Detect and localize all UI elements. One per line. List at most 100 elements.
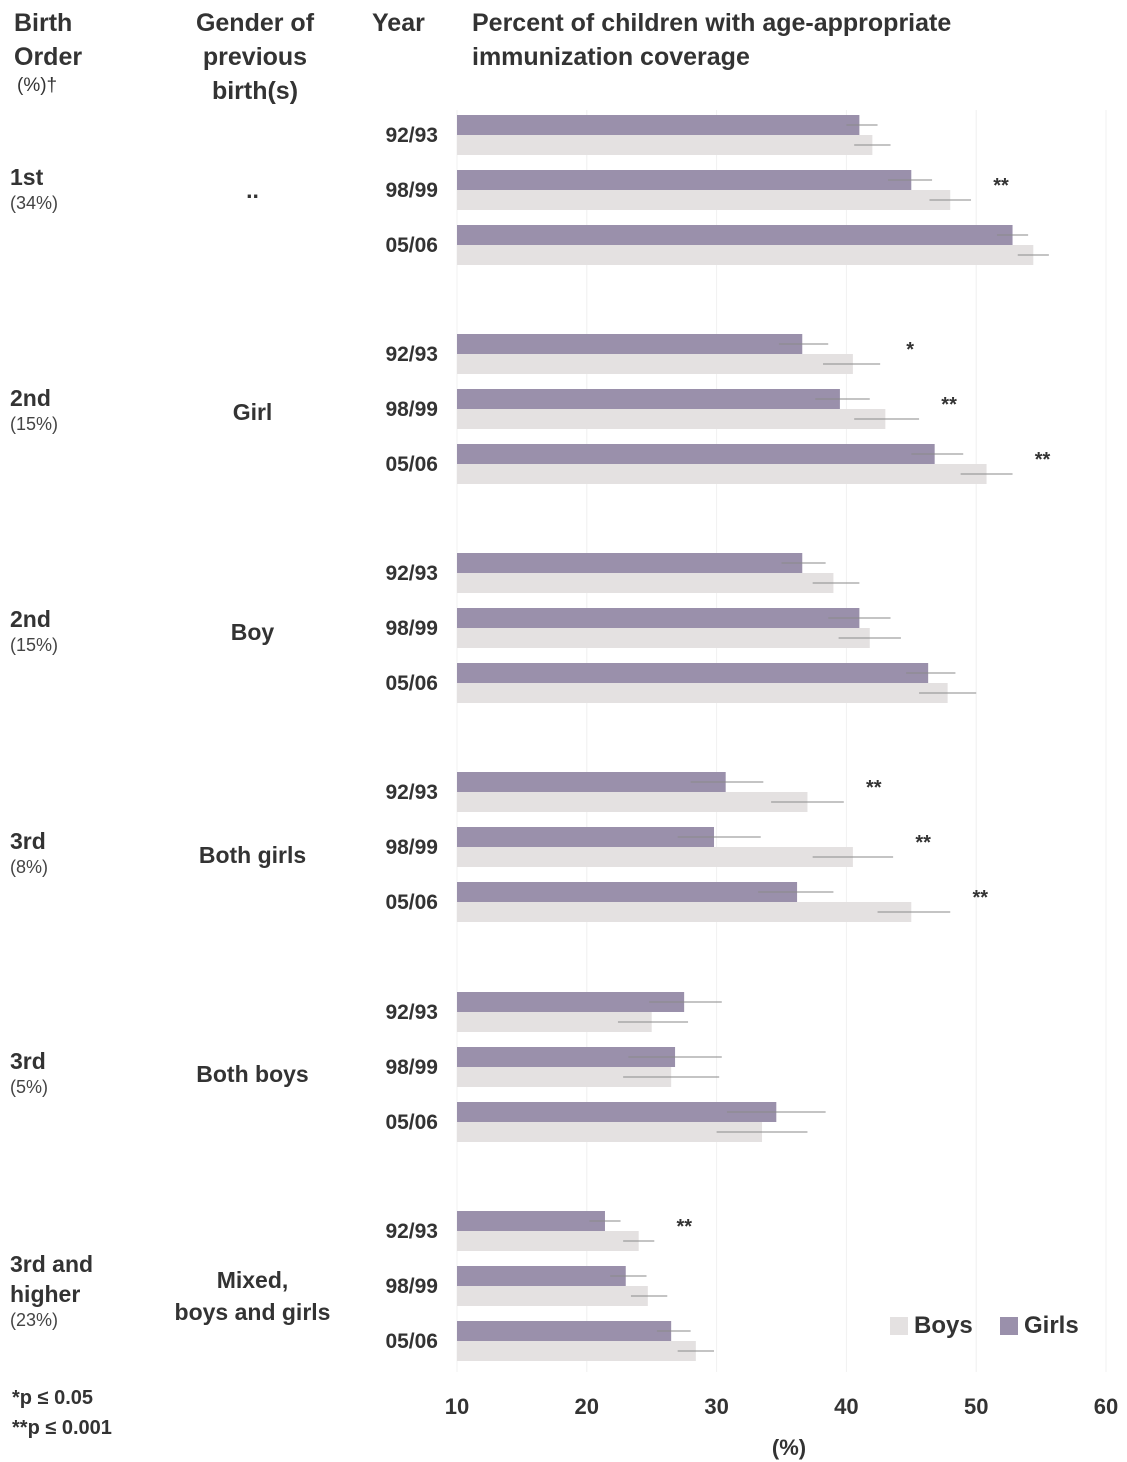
group-gender-both-girls: Both girls — [198, 842, 307, 868]
group-order-pct: (5%) — [10, 1077, 49, 1097]
year-label: 05/06 — [385, 1111, 438, 1134]
significance-marker: ** — [993, 175, 1009, 197]
year-label: 98/99 — [385, 398, 438, 421]
x-tick-label: 50 — [964, 1394, 988, 1419]
boys-bar — [457, 573, 834, 593]
girls-bar — [457, 1047, 676, 1067]
x-axis-label: (%) — [772, 1435, 806, 1460]
group-gender-none: .. — [246, 177, 259, 203]
legend-boys-swatch — [890, 1317, 908, 1335]
year-label: 05/06 — [385, 1330, 438, 1353]
group-order-1st: 1st (34%) — [10, 162, 58, 214]
girls-bar — [457, 115, 860, 135]
group-order-label: 3rd — [10, 1048, 46, 1074]
year-label: 05/06 — [385, 891, 438, 914]
boys-bar — [457, 902, 912, 922]
birth-order-header: Birth Order (%)† — [14, 6, 82, 98]
significance-marker: ** — [941, 394, 957, 416]
significance-marker: * — [906, 339, 914, 361]
group-order-label: 1st — [10, 164, 44, 190]
year-label: 98/99 — [385, 836, 438, 859]
chart-title: Percent of children with age-appropriate… — [472, 6, 1112, 74]
chart-title-line2: immunization coverage — [472, 43, 750, 71]
year-label: 92/93 — [385, 1220, 438, 1243]
significance-marker: ** — [1035, 449, 1051, 471]
boys-bar — [457, 628, 870, 648]
girls-bar — [457, 1211, 605, 1231]
boys-bar — [457, 409, 886, 429]
boys-bar — [457, 1231, 639, 1251]
group-order-pct: (15%) — [10, 635, 59, 655]
girls-bar — [457, 663, 929, 683]
boys-bar — [457, 245, 1034, 265]
legend-girls-label: Girls — [1024, 1312, 1079, 1339]
girls-bar — [457, 772, 726, 792]
group-gender-both-boys: Both boys — [196, 1061, 309, 1087]
year-label: 98/99 — [385, 1056, 438, 1079]
significance-marker: ** — [677, 1216, 693, 1238]
x-tick-label: 20 — [575, 1394, 599, 1419]
significance-marker: ** — [972, 887, 988, 909]
girls-bar — [457, 992, 685, 1012]
girls-bar — [457, 389, 840, 409]
group-order-label: 2nd — [10, 606, 51, 632]
year-label: 92/93 — [385, 124, 438, 147]
group-gender-boy: Boy — [230, 619, 275, 645]
x-tick-label: 10 — [445, 1394, 469, 1419]
birth-order-header-line1: Birth — [14, 9, 73, 37]
year-label: 05/06 — [385, 453, 438, 476]
group-order-label-line1: 3rd and — [10, 1251, 94, 1277]
year-label: 92/93 — [385, 781, 438, 804]
girls-bar — [457, 553, 803, 573]
x-tick-label: 40 — [834, 1394, 858, 1419]
group-gender-mixed: Mixed, boys and girls — [160, 1264, 345, 1328]
footnote-double: **p ≤ 0.001 — [12, 1417, 112, 1439]
year-label: 92/93 — [385, 343, 438, 366]
year-label: 98/99 — [385, 179, 438, 202]
group-order-label: 2nd — [10, 385, 51, 411]
group-order-3rd-higher: 3rd and higher (23%) — [10, 1249, 93, 1331]
gender-header-line2: previous — [202, 43, 308, 71]
gender-header-line3: birth(s) — [211, 77, 299, 105]
year-label: 05/06 — [385, 672, 438, 695]
girls-bar — [457, 882, 798, 902]
significance-marker: ** — [866, 777, 882, 799]
year-label: 92/93 — [385, 1001, 438, 1024]
boys-bar — [457, 1341, 696, 1361]
girls-bar — [457, 1266, 626, 1286]
x-tick-label: 60 — [1094, 1394, 1118, 1419]
footnote-single: *p ≤ 0.05 — [12, 1387, 94, 1409]
girls-bar — [457, 1102, 777, 1122]
boys-bar — [457, 464, 987, 484]
group-order-label-line2: higher — [10, 1281, 81, 1307]
group-order-pct: (23%) — [10, 1310, 59, 1330]
group-order-label: 3rd — [10, 828, 46, 854]
boys-bar — [457, 847, 853, 867]
significance-marker: ** — [915, 832, 931, 854]
group-gender-line1: Mixed, — [216, 1267, 289, 1293]
gender-header-line1: Gender of — [195, 9, 315, 37]
group-order-pct: (8%) — [10, 857, 49, 877]
boys-bar — [457, 1012, 652, 1032]
legend-boys: Boys — [890, 1312, 973, 1340]
boys-bar — [457, 135, 873, 155]
year-header: Year — [372, 9, 425, 37]
group-order-3rd-girls: 3rd (8%) — [10, 826, 48, 878]
group-gender-girl: Girl — [232, 399, 273, 425]
girls-bar — [457, 225, 1013, 245]
birth-order-header-sub: (%)† — [17, 75, 58, 96]
girls-bar — [457, 608, 860, 628]
group-order-pct: (34%) — [10, 193, 59, 213]
group-order-pct: (15%) — [10, 414, 59, 434]
x-tick-label: 30 — [704, 1394, 728, 1419]
group-gender-line2: boys and girls — [174, 1299, 331, 1325]
boys-bar — [457, 1286, 648, 1306]
chart-title-line1: Percent of children with age-appropriate — [472, 9, 952, 37]
boys-bar — [457, 683, 948, 703]
legend-girls-swatch — [1000, 1317, 1018, 1335]
girls-bar — [457, 1321, 672, 1341]
birth-order-header-line2: Order — [14, 43, 83, 71]
year-label: 05/06 — [385, 234, 438, 257]
gender-header: Gender of previous birth(s) — [170, 6, 340, 108]
girls-bar — [457, 444, 935, 464]
